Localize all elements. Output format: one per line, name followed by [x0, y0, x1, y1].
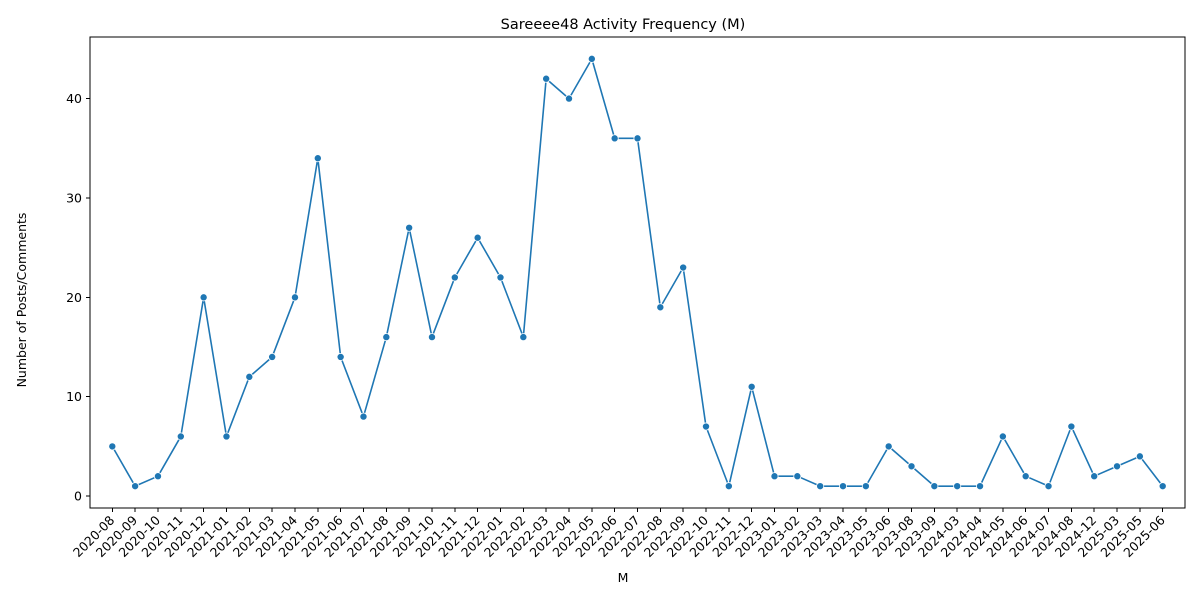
data-point: [1158, 482, 1167, 491]
data-point: [1044, 482, 1053, 491]
y-tick-label: 0: [74, 489, 82, 504]
data-point: [473, 233, 482, 242]
plot-area: 0102030402020-082020-092020-102020-11202…: [66, 36, 1186, 560]
data-point: [656, 303, 665, 312]
data-point: [702, 422, 711, 431]
data-point: [907, 462, 916, 471]
data-point: [496, 273, 505, 282]
y-tick-label: 30: [66, 190, 82, 205]
data-point: [770, 472, 779, 481]
data-point: [1090, 472, 1099, 481]
data-point: [930, 482, 939, 491]
data-point: [884, 442, 893, 451]
data-point: [359, 412, 368, 421]
y-tick-label: 10: [66, 389, 82, 404]
data-point: [633, 134, 642, 143]
data-point: [542, 74, 551, 83]
data-point: [587, 54, 596, 63]
data-point: [839, 482, 848, 491]
y-axis-label: Number of Posts/Comments: [14, 213, 29, 388]
data-point: [450, 273, 459, 282]
data-point: [199, 293, 208, 302]
data-point: [290, 293, 299, 302]
data-point: [1113, 462, 1122, 471]
data-point: [1021, 472, 1030, 481]
data-point: [108, 442, 117, 451]
data-point: [1067, 422, 1076, 431]
data-point: [268, 352, 277, 361]
x-axis-label: M: [618, 570, 629, 585]
data-point: [153, 472, 162, 481]
data-point: [405, 223, 414, 232]
data-point: [382, 333, 391, 342]
data-point: [245, 372, 254, 381]
data-point: [610, 134, 619, 143]
data-point: [222, 432, 231, 441]
chart-title: Sareeee48 Activity Frequency (M): [501, 17, 746, 33]
series-line: [111, 58, 1164, 487]
data-point: [176, 432, 185, 441]
data-point: [816, 482, 825, 491]
data-point: [519, 333, 528, 342]
data-point: [1135, 452, 1144, 461]
data-point: [679, 263, 688, 272]
y-tick-label: 20: [66, 290, 82, 305]
y-tick-label: 40: [66, 91, 82, 106]
data-point: [747, 382, 756, 391]
data-point: [953, 482, 962, 491]
data-point: [427, 333, 436, 342]
data-point: [724, 482, 733, 491]
data-point: [336, 352, 345, 361]
data-point: [313, 154, 322, 163]
data-point: [131, 482, 140, 491]
data-point: [998, 432, 1007, 441]
data-point: [564, 94, 573, 103]
data-point: [976, 482, 985, 491]
data-point: [793, 472, 802, 481]
plot-frame: [89, 36, 1186, 509]
data-point: [861, 482, 870, 491]
